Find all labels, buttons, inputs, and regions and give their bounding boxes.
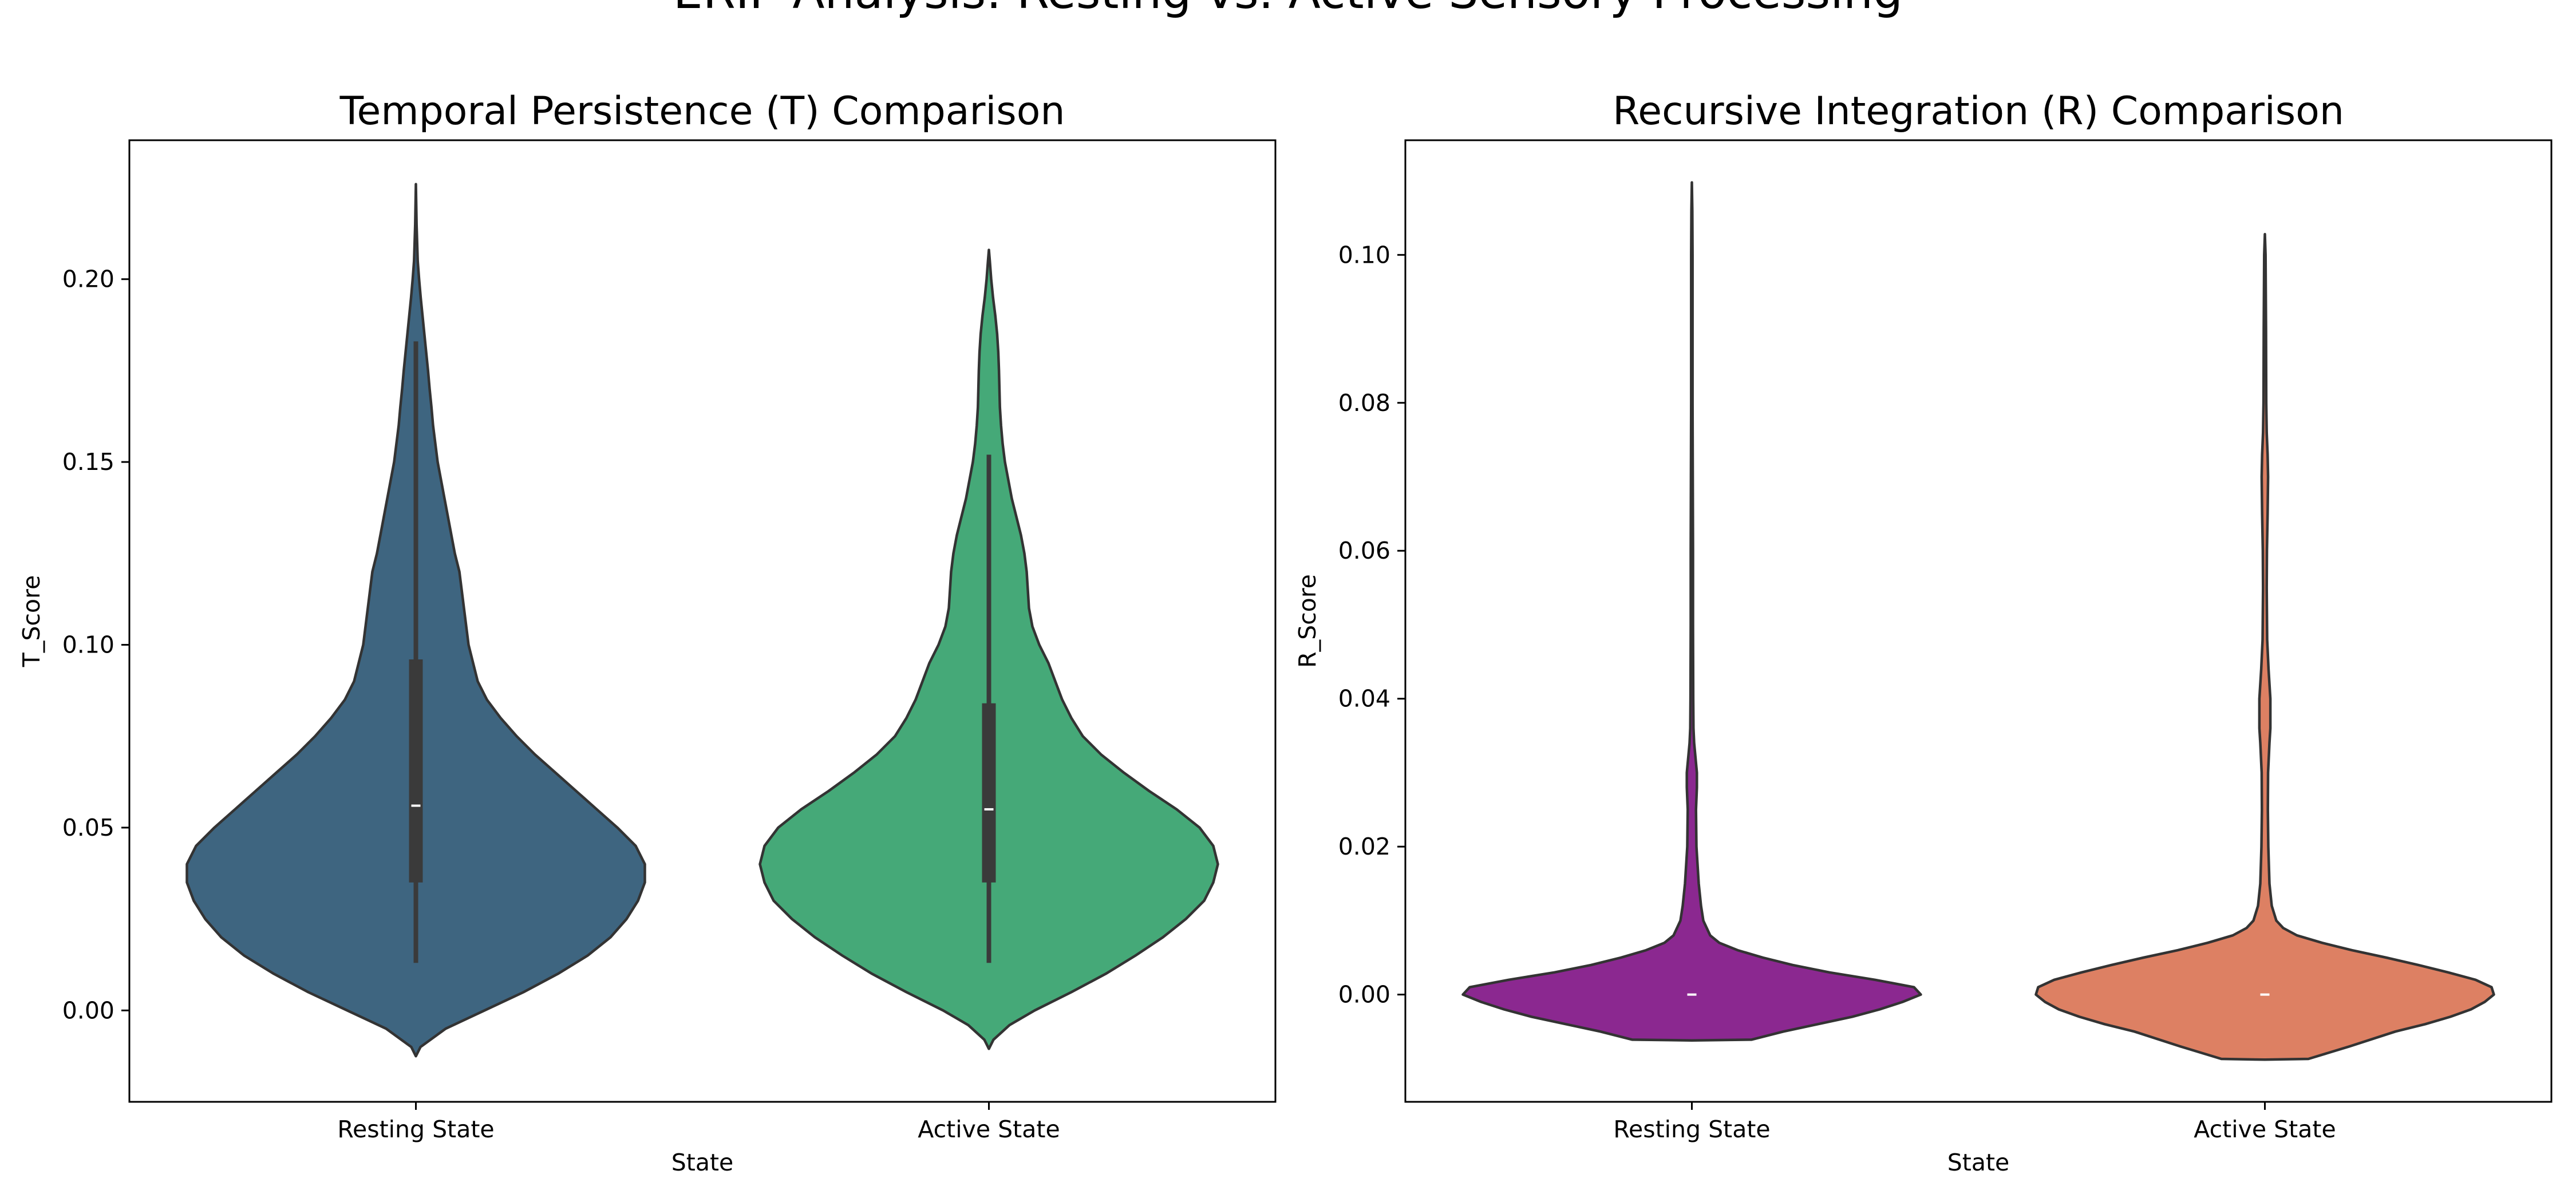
y-tick-label: 0.02	[1338, 833, 1390, 860]
x-tick-label: Resting State	[1613, 1116, 1770, 1143]
y-tick-label: 0.06	[1338, 537, 1390, 564]
y-tick-label: 0.20	[62, 266, 114, 293]
y-tick-label: 0.15	[62, 448, 114, 476]
y-axis-label: T_Score	[18, 575, 45, 667]
axes-frame	[1404, 139, 2553, 1103]
x-axis-label: State	[1947, 1149, 2010, 1176]
y-tick-label: 0.10	[1338, 241, 1390, 268]
x-axis-label: State	[671, 1149, 734, 1176]
y-tick-label: 0.00	[62, 997, 114, 1024]
x-tick-label: Resting State	[337, 1116, 494, 1143]
violin-chart-t-score: Temporal Persistence (T) Comparison 0.00 0…	[18, 89, 1277, 1176]
y-tick-label: 0.08	[1338, 389, 1390, 417]
violin-chart-r-score: Recursive Integration (R) Comparison 0.00…	[1294, 89, 2553, 1176]
x-tick-label: Active State	[918, 1116, 1060, 1143]
figure-suptitle: ERIP Analysis: Resting vs. Active Sensor…	[673, 0, 1903, 19]
iqr-box	[409, 659, 423, 883]
chart-title: Recursive Integration (R) Comparison	[1613, 89, 2344, 134]
y-tick-label: 0.05	[62, 814, 114, 841]
chart-title: Temporal Persistence (T) Comparison	[339, 89, 1065, 134]
y-tick-label: 0.10	[62, 631, 114, 659]
violin-body-resting	[1461, 181, 1922, 1042]
y-axis-label: R_Score	[1294, 574, 1321, 668]
y-tick-label: 0.04	[1338, 685, 1390, 713]
x-tick-label: Active State	[2194, 1116, 2336, 1143]
iqr-box	[982, 703, 996, 883]
y-tick-label: 0.00	[1338, 981, 1390, 1009]
axes-frame	[128, 139, 1277, 1103]
violin-body-active	[2034, 232, 2495, 1061]
